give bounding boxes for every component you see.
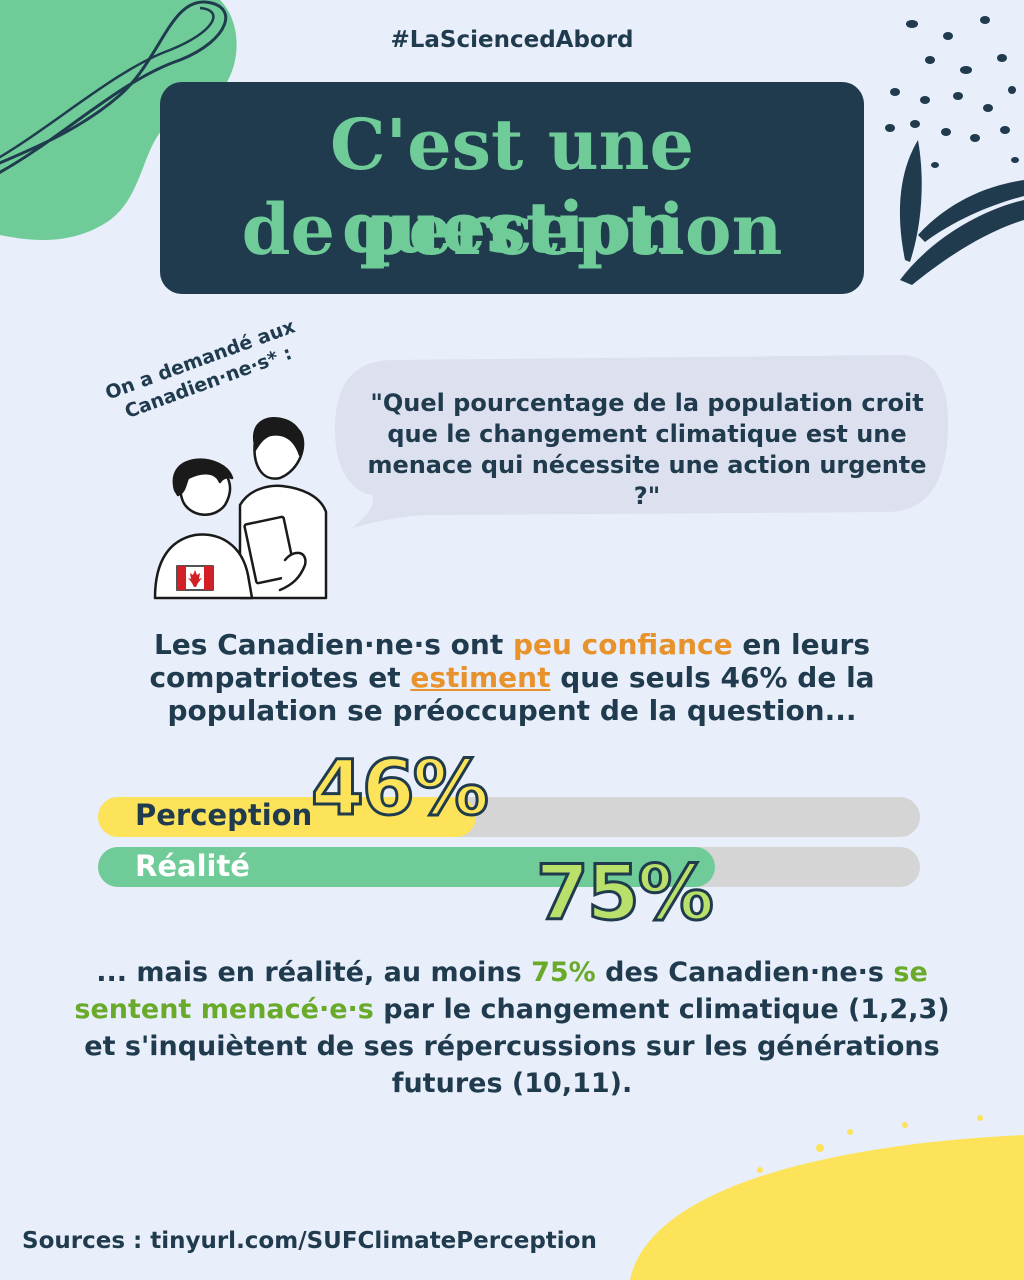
perception-bar-track [98, 797, 920, 837]
squiggle-decoration [0, 0, 228, 174]
intro-part-2: en leurs compatriotes et [149, 628, 871, 694]
conclusion-part-1: ... mais en réalité, au moins [96, 957, 532, 988]
canada-flag-icon [176, 565, 214, 591]
intro-part-1: Les Canadien·ne·s ont [153, 628, 513, 661]
sources-link[interactable]: Sources : tinyurl.com/SUFClimatePercepti… [22, 1228, 597, 1254]
question-text: "Quel pourcentage de la population croit… [352, 388, 942, 512]
question-line-1: "Quel pourcentage de la population croit [370, 389, 924, 417]
perception-value: 46% [310, 743, 491, 832]
conclusion-paragraph: ... mais en réalité, au moins 75% des Ca… [60, 954, 964, 1102]
reality-value: 75% [535, 848, 716, 937]
intro-highlight-confidence: peu confiance [512, 628, 733, 661]
reality-bar-fill [98, 847, 715, 887]
question-line-3: menace qui nécessite une action urgente … [367, 451, 927, 510]
reality-bar-track [98, 847, 920, 887]
yellow-splash-decoration [630, 1135, 1024, 1280]
intro-paragraph: Les Canadien·ne·s ont peu confiance en l… [60, 628, 964, 727]
conclusion-highlight-percent: 75% [531, 957, 596, 988]
page-title-line-2: de perception [241, 188, 783, 271]
reality-bar-label: Réalité [135, 849, 250, 883]
conclusion-highlight-threatened: se sentent menacé·e·s [74, 957, 928, 1025]
perception-bar-label: Perception [135, 798, 313, 832]
question-line-2: que le changement climatique est une [387, 420, 907, 448]
hashtag: #LaSciencedAbord [390, 27, 634, 53]
speech-bubble-shape [335, 355, 949, 528]
dots-decoration [885, 16, 1019, 168]
title-box [160, 82, 864, 294]
squiggle-decoration-2 [0, 6, 215, 159]
perception-bar-fill [98, 797, 476, 837]
page-title-line-1: C'est une question [329, 103, 695, 269]
yellow-splatter-decoration [757, 1115, 983, 1173]
leaf-decoration-icon [899, 140, 1024, 285]
conclusion-part-3: par le changement climatique (1,2,3) et … [84, 994, 950, 1099]
conclusion-part-2: des Canadien·ne·s [595, 957, 894, 988]
intro-part-3: que seuls 46% de la population se préocc… [167, 661, 875, 727]
intro-highlight-estimate: estiment [410, 661, 551, 694]
